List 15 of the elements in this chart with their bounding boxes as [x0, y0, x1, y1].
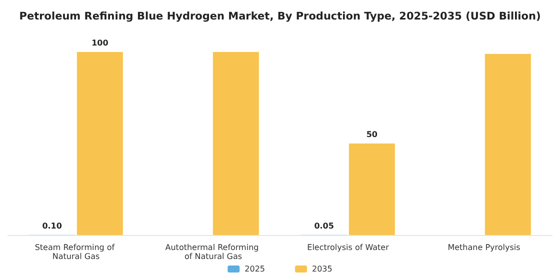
legend-label: 2035 — [312, 264, 332, 274]
x-tick-label: Methane Pyrolysis — [448, 243, 520, 252]
bar — [484, 54, 531, 235]
chart-title: Petroleum Refining Blue Hydrogen Market, By Production Type, 2025-2035 (USD Billion) — [19, 10, 541, 22]
legend-label: 2025 — [244, 264, 265, 274]
bar — [76, 52, 123, 235]
bar — [348, 144, 395, 235]
x-tick-label: Autothermal Reforming of Natural Gas — [165, 243, 259, 261]
data-label: 100 — [92, 38, 109, 48]
data-label: 50 — [366, 130, 378, 139]
x-tick-label: Electrolysis of Water — [307, 243, 390, 252]
data-label: 0.10 — [42, 221, 62, 230]
data-label: 0.05 — [314, 221, 334, 230]
x-tick-label: Steam Reforming of Natural Gas — [34, 243, 118, 261]
bar — [212, 52, 259, 235]
